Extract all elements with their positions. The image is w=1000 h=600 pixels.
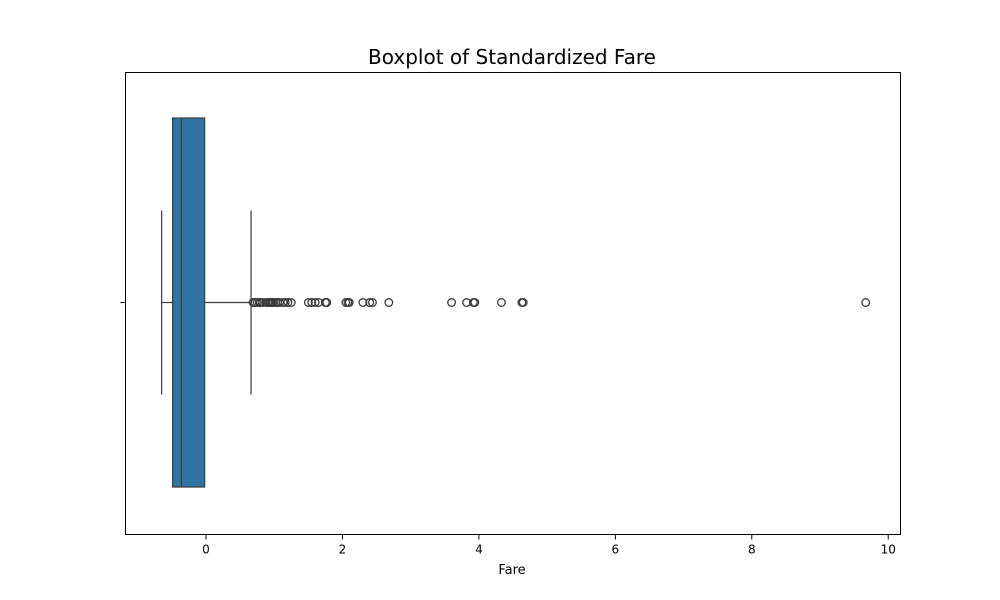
outlier-point <box>368 298 377 307</box>
x-tick-label: 4 <box>475 543 483 557</box>
x-tick-label: 2 <box>339 543 347 557</box>
box-iqr <box>171 117 206 488</box>
plot-frame <box>125 72 901 535</box>
outlier-point <box>286 298 296 307</box>
outlier-point <box>358 298 368 307</box>
x-tick-label: 10 <box>881 543 896 557</box>
outlier-point <box>496 298 506 307</box>
outlier-point <box>518 298 528 307</box>
x-axis-label: Fare <box>498 563 525 578</box>
x-tick-label: 6 <box>612 543 620 557</box>
x-tick-label: 8 <box>748 543 756 557</box>
outlier-point <box>861 298 871 307</box>
outlier-point <box>344 298 354 307</box>
x-axis: 0 2 4 6 8 10 <box>202 534 896 557</box>
outlier-point <box>303 298 313 307</box>
x-tick-label: 0 <box>202 543 210 557</box>
outlier-point <box>307 298 317 307</box>
outlier-point <box>280 298 290 307</box>
outlier-point <box>470 298 480 307</box>
plot-area <box>161 117 871 488</box>
outlier-point <box>384 298 394 307</box>
outlier-point <box>447 298 457 307</box>
outlier-point <box>322 298 332 307</box>
outlier-point <box>283 298 293 307</box>
outlier-point <box>310 298 320 307</box>
chart-title: Boxplot of Standardized Fare <box>368 45 656 69</box>
outlier-point <box>365 298 375 307</box>
